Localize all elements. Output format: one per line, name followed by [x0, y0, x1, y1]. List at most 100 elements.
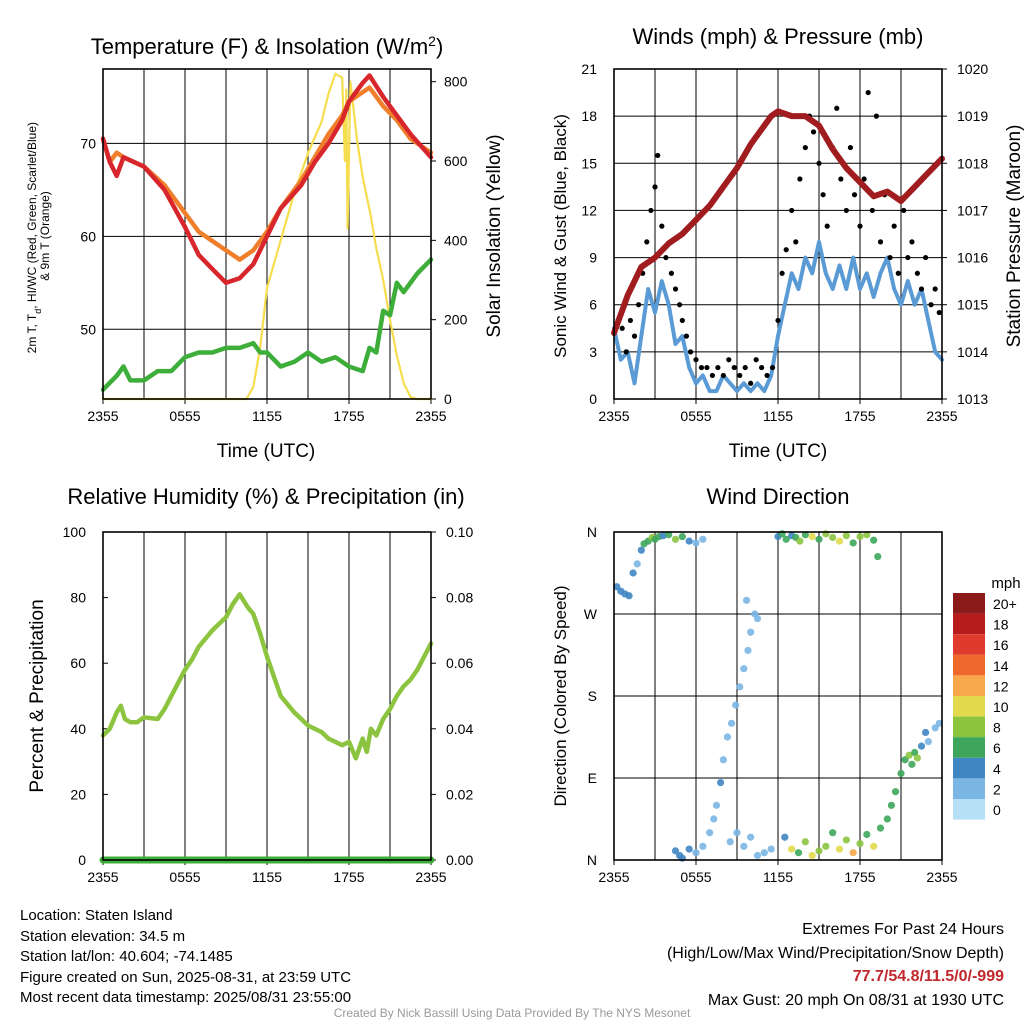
wind-speed-line — [612, 239, 944, 394]
humidity-xtick-label: 1155 — [252, 869, 282, 885]
direction-point — [678, 532, 686, 541]
direction-point — [905, 751, 913, 759]
legend-label: 16 — [993, 637, 1009, 653]
temperature-ytick-label: 60 — [80, 228, 96, 244]
gust-point — [715, 364, 721, 371]
gust-point — [936, 309, 942, 316]
direction-ytick-label: N — [587, 852, 597, 868]
temperature-ylabel: 2m T, Td, HI/WC (Red, Green, Scarlet/Blu… — [25, 119, 52, 354]
direction-point — [870, 536, 878, 544]
legend-label: 8 — [993, 720, 1001, 736]
winds-ytick-label: 0 — [589, 391, 597, 407]
legend-label: 0 — [993, 802, 1001, 818]
gust-point — [820, 192, 826, 198]
direction-point — [891, 788, 900, 796]
gust-point — [932, 286, 938, 292]
temperature-plot: 2355 0555 1155 1755 2355 50 60 70 0 200 400 600 800 — [80, 68, 468, 424]
winds-border — [613, 68, 943, 400]
winds-ytick-label: 6 — [589, 297, 597, 313]
humidity-ytick-label: 100 — [63, 524, 87, 540]
direction-xtick-label: 1755 — [844, 869, 875, 885]
legend-title: mph — [991, 575, 1020, 592]
direction-point — [829, 829, 837, 837]
direction-point — [719, 756, 727, 764]
gust-point — [683, 333, 690, 339]
direction-point — [692, 849, 700, 857]
credit-line: Created By Nick Bassill Using Data Provi… — [333, 1006, 691, 1020]
direction-point — [665, 531, 673, 539]
legend-swatch — [953, 778, 985, 799]
humidity-ytick-label: 0 — [78, 852, 86, 868]
direction-point — [740, 665, 748, 673]
direction-point — [788, 845, 796, 853]
gust-point — [623, 349, 629, 355]
gust-point — [644, 239, 650, 245]
gust-point — [857, 223, 863, 229]
direction-point — [726, 838, 734, 846]
winds-xtick-label: 0555 — [680, 408, 711, 424]
gust-point — [923, 254, 929, 261]
temperature-border — [102, 68, 432, 400]
gust-point — [895, 270, 901, 276]
winds-ytick-label: 12 — [581, 202, 597, 218]
gust-point — [810, 129, 817, 135]
station-location: Location: Staten Island — [20, 907, 173, 924]
direction-ytick-label: N — [587, 524, 597, 540]
direction-point — [883, 815, 891, 823]
direction-point — [796, 537, 804, 545]
gust-point — [779, 270, 785, 276]
direction-point — [801, 531, 809, 539]
gust-point — [789, 207, 795, 214]
station-elevation: Station elevation: 34.5 m — [20, 927, 186, 945]
station-latlon: Station lat/lon: 40.604; -74.1485 — [20, 948, 233, 965]
gust-point — [877, 239, 884, 245]
gust-point — [905, 254, 911, 261]
humidity-ytick-label: 20 — [70, 786, 86, 802]
winds-ylabel: Sonic Wind & Gust (Blue, Black) — [551, 114, 570, 358]
direction-point — [849, 539, 857, 547]
direction-point — [753, 851, 762, 860]
gust-point — [709, 372, 716, 379]
direction-point — [794, 849, 803, 857]
winds-xtick-label: 1155 — [763, 408, 793, 424]
gust-point — [843, 207, 849, 214]
gust-point — [731, 364, 737, 371]
gust-point — [891, 223, 897, 229]
gust-point — [887, 254, 893, 261]
winds-xtick-label: 1755 — [844, 408, 875, 424]
direction-point — [808, 851, 816, 860]
temperature-y2tick-label: 200 — [444, 312, 468, 328]
direction-xtick-label: 2355 — [598, 869, 629, 885]
humidity-title: Relative Humidity (%) & Precipitation (i… — [67, 484, 464, 509]
winds-ytick-label: 15 — [581, 155, 597, 171]
legend-label: 12 — [993, 678, 1009, 694]
legend-label: 4 — [993, 761, 1001, 777]
winds-plot: 2355 0555 1155 1755 235503691215182110131014… — [581, 61, 988, 424]
legend-swatch — [953, 675, 985, 696]
temperature-xtick-label: 1155 — [252, 408, 282, 424]
humidity-ytick-label: 40 — [70, 721, 86, 737]
gust-point — [847, 144, 854, 151]
temperature-y2tick-label: 800 — [444, 74, 468, 90]
humidity-panel: Relative Humidity (%) & Precipitation (i… — [27, 484, 473, 885]
gust-point — [764, 372, 770, 379]
gust-point — [865, 89, 871, 96]
temperature-series-dewpoint — [100, 257, 434, 392]
humidity-xtick-label: 2355 — [87, 869, 118, 885]
legend-swatch — [953, 634, 985, 655]
direction-ytick-label: E — [588, 770, 597, 786]
direction-point — [706, 829, 714, 837]
humidity-xtick-label: 1755 — [333, 869, 364, 885]
gust-point — [793, 239, 799, 245]
direction-point — [815, 847, 823, 855]
figure-created: Figure created on Sun, 2025-08-31, at 23… — [20, 968, 352, 986]
direction-point — [908, 760, 916, 768]
legend-swatch — [953, 799, 985, 820]
humidity-ytick-label: 60 — [70, 655, 86, 671]
temperature-xtick-label: 2355 — [87, 408, 118, 424]
direction-point — [732, 701, 740, 709]
temperature-y2tick-label: 600 — [444, 153, 468, 169]
direction-point — [887, 801, 896, 809]
